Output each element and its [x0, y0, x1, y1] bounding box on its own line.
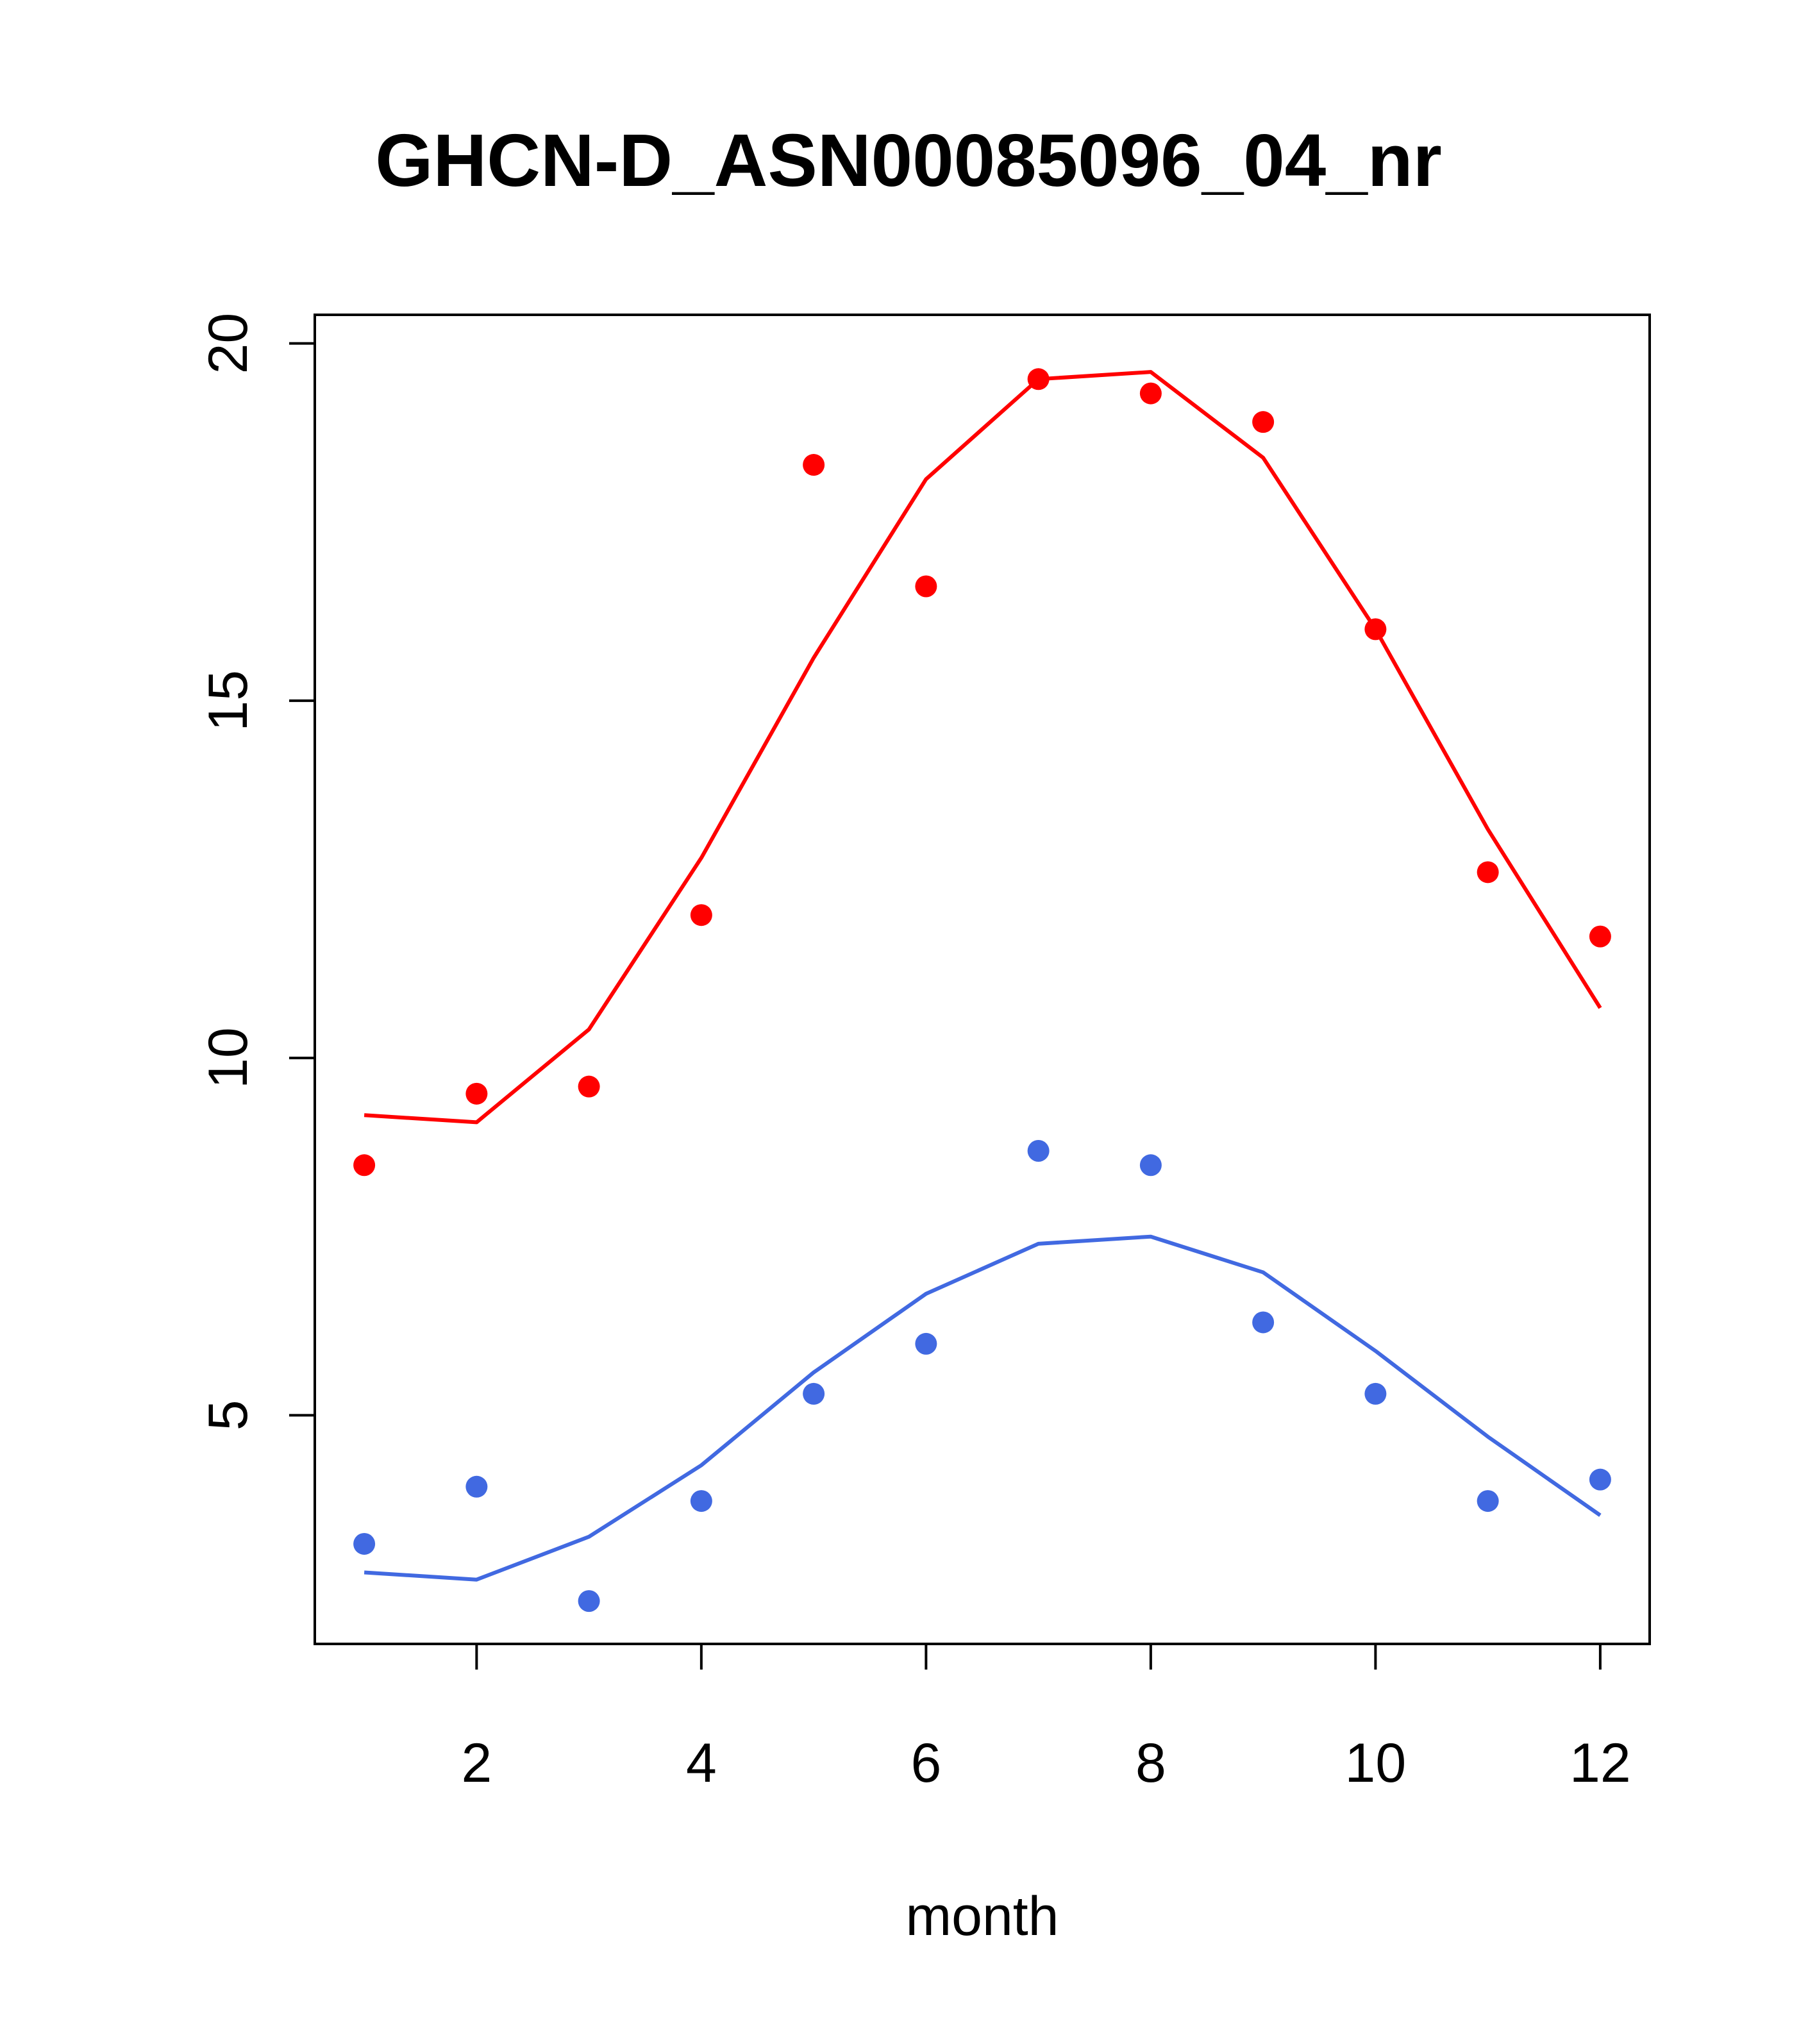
- chart-title: GHCN-D_ASN00085096_04_nr: [375, 119, 1442, 202]
- data-point: [578, 1075, 600, 1098]
- data-point: [1589, 1468, 1611, 1491]
- data-point: [1364, 1382, 1387, 1405]
- data-point: [1139, 1154, 1162, 1177]
- series-2: [353, 1139, 1611, 1613]
- data-point: [353, 1532, 376, 1555]
- y-tick-label: 20: [197, 313, 259, 374]
- x-tick-label: 6: [910, 1732, 941, 1794]
- data-point: [1589, 925, 1611, 948]
- plot-frame: [314, 314, 1651, 1645]
- x-axis-label: month: [905, 1886, 1059, 1947]
- data-point: [803, 1382, 825, 1405]
- data-point: [1477, 1490, 1499, 1512]
- data-point: [465, 1082, 488, 1105]
- data-point: [690, 1490, 712, 1512]
- data-point: [915, 1332, 937, 1355]
- x-tick-label: 2: [461, 1732, 492, 1794]
- x-axis: 2 4 6 8 10 12: [461, 1643, 1631, 1794]
- series-1: [353, 368, 1611, 1177]
- data-point: [1364, 618, 1387, 641]
- data-point: [915, 575, 937, 598]
- y-tick-label: 15: [197, 670, 259, 732]
- x-tick-label: 10: [1345, 1732, 1407, 1794]
- data-point: [1252, 1311, 1275, 1334]
- y-tick-label: 5: [197, 1400, 259, 1430]
- data-point: [1477, 861, 1499, 884]
- x-tick-label: 12: [1570, 1732, 1631, 1794]
- data-point: [803, 454, 825, 476]
- data-point: [690, 904, 712, 926]
- data-point: [1027, 1139, 1050, 1162]
- data-point: [353, 1154, 376, 1177]
- data-point: [465, 1475, 488, 1498]
- data-point: [1139, 382, 1162, 405]
- data-point: [1252, 411, 1275, 433]
- series-layer: [353, 368, 1611, 1613]
- x-tick-label: 8: [1135, 1732, 1166, 1794]
- data-point: [1027, 368, 1050, 390]
- series-line: [364, 1234, 1602, 1582]
- y-tick-label: 10: [197, 1027, 259, 1089]
- series-line: [364, 370, 1602, 1125]
- y-axis: 5 10 15 20: [197, 313, 316, 1430]
- x-tick-label: 4: [686, 1732, 717, 1794]
- data-point: [578, 1590, 600, 1613]
